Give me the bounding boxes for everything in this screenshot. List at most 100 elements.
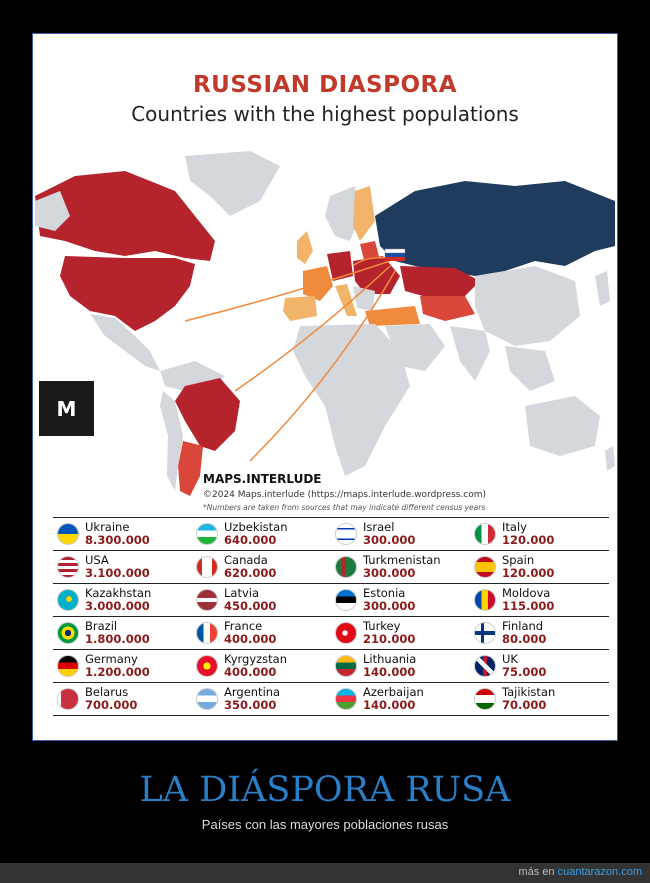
flag-lithuania-icon bbox=[335, 655, 357, 677]
uk bbox=[297, 231, 313, 264]
flag-finland-icon bbox=[474, 622, 496, 644]
balkans bbox=[353, 286, 375, 311]
country-entry: Estonia 300.000 bbox=[331, 584, 470, 616]
flag-azerbaijan-icon bbox=[335, 688, 357, 710]
country-name: Brazil bbox=[85, 619, 118, 633]
country-population: 115.000 bbox=[502, 599, 555, 613]
brazil bbox=[175, 378, 240, 451]
country-entry: Turkey 210.000 bbox=[331, 617, 470, 649]
country-entry: Spain 120.000 bbox=[470, 551, 609, 583]
country-entry: Germany 1.200.000 bbox=[53, 650, 192, 682]
country-name: Estonia bbox=[363, 586, 406, 600]
footer-text: más en cuantarazon.com bbox=[518, 866, 642, 878]
country-name: UK bbox=[502, 652, 518, 666]
flag-france-icon bbox=[196, 622, 218, 644]
country-population: 8.300.000 bbox=[85, 533, 150, 547]
country-population: 450.000 bbox=[224, 599, 277, 613]
country-population: 300.000 bbox=[363, 533, 416, 547]
country-population: 620.000 bbox=[224, 566, 277, 580]
country-population: 70.000 bbox=[502, 698, 547, 712]
country-population: 300.000 bbox=[363, 599, 416, 613]
country-population: 210.000 bbox=[363, 632, 416, 646]
credit-copyright: ©2024 Maps.interlude (https://maps.inter… bbox=[203, 490, 487, 500]
kazakhstan bbox=[400, 266, 480, 298]
country-row: Kazakhstan 3.000.000 Latvia 450.000 Estonia 3… bbox=[53, 584, 609, 617]
country-name: Uzbekistan bbox=[224, 520, 288, 534]
country-entry: Kyrgyzstan 400.000 bbox=[192, 650, 331, 682]
country-population: 140.000 bbox=[363, 665, 416, 679]
flag-spain-icon bbox=[474, 556, 496, 578]
flag-ukraine-icon bbox=[57, 523, 79, 545]
country-population: 400.000 bbox=[224, 665, 277, 679]
southeast-asia bbox=[505, 346, 555, 391]
country-population: 640.000 bbox=[224, 533, 277, 547]
country-name: France bbox=[224, 619, 263, 633]
arrow-to-brazil bbox=[234, 265, 391, 392]
flag-uzbekistan-icon bbox=[196, 523, 218, 545]
country-name: Tajikistan bbox=[502, 685, 556, 699]
finland bbox=[353, 186, 375, 241]
country-name: Italy bbox=[502, 520, 527, 534]
scandinavia bbox=[325, 186, 360, 241]
footer-site-link[interactable]: cuantarazon.com bbox=[557, 866, 642, 878]
country-name: Finland bbox=[502, 619, 544, 633]
flag-uk-icon bbox=[474, 655, 496, 677]
country-name: Turkmenistan bbox=[363, 553, 441, 567]
alaska bbox=[35, 191, 70, 231]
flag-canada-icon bbox=[196, 556, 218, 578]
credit-footnote: *Numbers are taken from sources that may… bbox=[203, 503, 486, 512]
flag-turkmenistan-icon bbox=[335, 556, 357, 578]
country-entry: France 400.000 bbox=[192, 617, 331, 649]
flag-latvia-icon bbox=[196, 589, 218, 611]
country-row: Germany 1.200.000 Kyrgyzstan 400.000 Lithuan… bbox=[53, 650, 609, 683]
usa bbox=[60, 256, 195, 331]
country-table: Ukraine 8.300.000 Uzbekistan 640.000 Israel 3… bbox=[53, 517, 609, 716]
argentina bbox=[178, 441, 203, 496]
arrow-to-argentina bbox=[249, 270, 396, 462]
country-name: Argentina bbox=[224, 685, 281, 699]
africa bbox=[293, 324, 410, 476]
caption-title: LA DIÁSPORA RUSA bbox=[139, 770, 511, 810]
china-mongolia bbox=[475, 266, 580, 346]
spain bbox=[283, 296, 317, 321]
russia bbox=[375, 181, 615, 276]
country-name: Kazakhstan bbox=[85, 586, 152, 600]
greenland bbox=[185, 151, 280, 216]
flag-turkey-icon bbox=[335, 622, 357, 644]
arrow-to-usa bbox=[184, 260, 391, 322]
country-entry: Tajikistan 70.000 bbox=[470, 683, 609, 715]
country-entry: Canada 620.000 bbox=[192, 551, 331, 583]
country-population: 120.000 bbox=[502, 566, 555, 580]
credit-brand: MAPS.INTERLUDE bbox=[203, 472, 322, 486]
country-entry: Israel 300.000 bbox=[331, 518, 470, 550]
flag-kazakhstan-icon bbox=[57, 589, 79, 611]
flag-brazil-icon bbox=[57, 622, 79, 644]
country-entry: Latvia 450.000 bbox=[192, 584, 331, 616]
country-entry: USA 3.100.000 bbox=[53, 551, 192, 583]
country-name: USA bbox=[85, 553, 109, 567]
flag-moldova-icon bbox=[474, 589, 496, 611]
caption-subtitle: Países con las mayores poblaciones rusas bbox=[201, 817, 449, 832]
infographic-canvas: RUSSIAN DIASPORA Countries with the high… bbox=[35, 36, 615, 738]
country-population: 3.000.000 bbox=[85, 599, 150, 613]
country-population: 75.000 bbox=[502, 665, 547, 679]
central-asia bbox=[420, 296, 475, 321]
country-name: Belarus bbox=[85, 685, 129, 699]
flag-israel-icon bbox=[335, 523, 357, 545]
chile-peru bbox=[160, 391, 183, 491]
infographic-frame: RUSSIAN DIASPORA Countries with the high… bbox=[32, 33, 618, 741]
country-entry: Lithuania 140.000 bbox=[331, 650, 470, 682]
country-entry: Belarus 700.000 bbox=[53, 683, 192, 715]
country-entry: Turkmenistan 300.000 bbox=[331, 551, 470, 583]
country-population: 3.100.000 bbox=[85, 566, 150, 580]
country-population: 120.000 bbox=[502, 533, 555, 547]
country-name: Canada bbox=[224, 553, 268, 567]
mexico bbox=[90, 314, 160, 371]
country-entry: Moldova 115.000 bbox=[470, 584, 609, 616]
flag-kyrgyzstan-icon bbox=[196, 655, 218, 677]
belarus-ukraine bbox=[353, 256, 400, 294]
maps-interlude-logo: M bbox=[39, 381, 94, 436]
germany bbox=[327, 251, 353, 281]
country-entry: Brazil 1.800.000 bbox=[53, 617, 192, 649]
flag-italy-icon bbox=[474, 523, 496, 545]
